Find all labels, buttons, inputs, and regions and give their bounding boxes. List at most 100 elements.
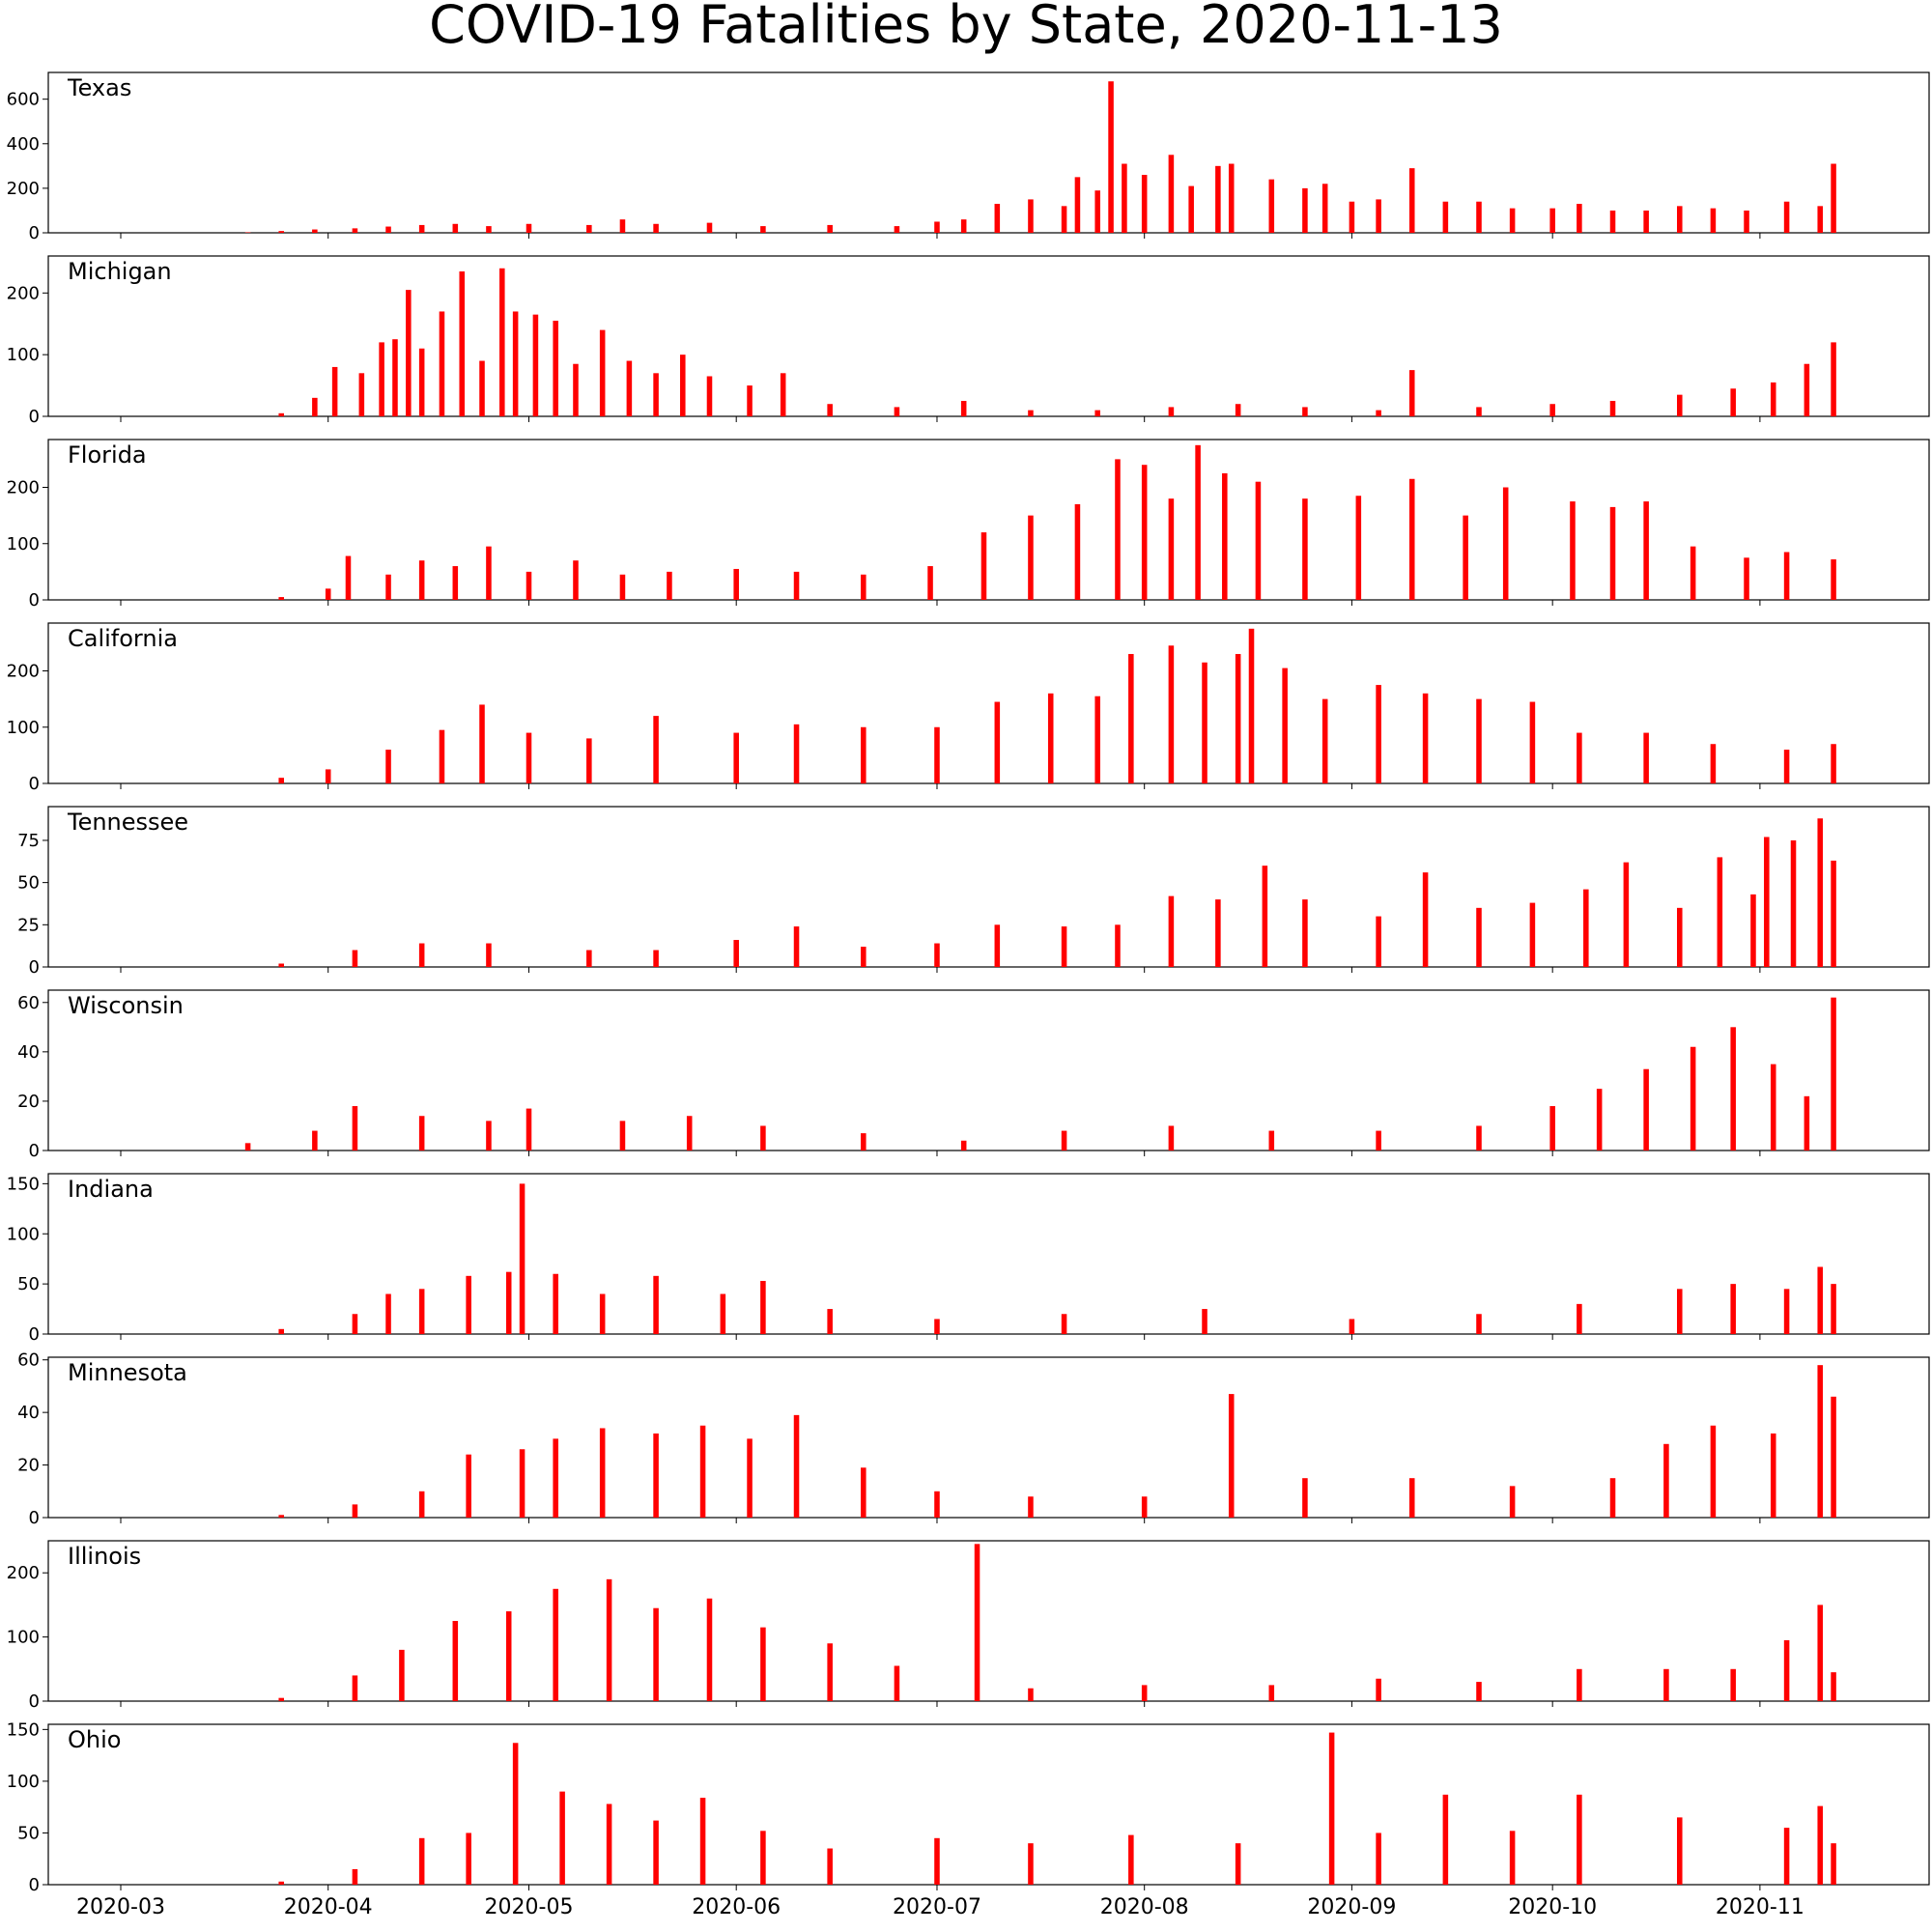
bar [392, 339, 398, 416]
bar [1302, 1478, 1308, 1518]
bar [1141, 175, 1148, 233]
bar [573, 363, 579, 416]
bar [1609, 506, 1616, 600]
bar [1817, 1805, 1823, 1885]
bar [1643, 1068, 1649, 1151]
bar [1476, 1314, 1482, 1334]
y-tick-label: 100 [7, 1224, 40, 1244]
bar [1817, 1365, 1823, 1518]
bar [861, 574, 867, 600]
y-tick-label: 200 [7, 283, 40, 303]
bar [1677, 394, 1683, 416]
bar [1355, 496, 1362, 600]
x-tick-label: 2020-06 [692, 1895, 781, 1919]
bar [699, 1798, 706, 1885]
bar [312, 397, 318, 416]
bar [1028, 1496, 1034, 1518]
bar [733, 732, 739, 783]
bar [1094, 190, 1100, 233]
bar [418, 348, 425, 416]
bar [960, 1140, 967, 1151]
bar [1476, 1125, 1482, 1151]
x-tick-label: 2020-03 [76, 1895, 165, 1919]
bar [934, 221, 940, 233]
panel-florida: 0 100 200 Florida [7, 439, 1930, 611]
panel-frame [47, 255, 1930, 417]
bar [934, 1837, 940, 1885]
x-tick-label: 2020-11 [1716, 1895, 1804, 1919]
bar [1690, 546, 1696, 600]
bar [452, 223, 459, 233]
bar [1302, 899, 1308, 967]
bar [1255, 481, 1262, 600]
bar [994, 924, 1001, 967]
bar [599, 1428, 606, 1518]
bar [827, 224, 833, 233]
bar [466, 1275, 471, 1334]
bar [352, 950, 358, 967]
bar [1831, 1396, 1836, 1518]
bar [1442, 201, 1449, 233]
y-tick-label: 100 [7, 534, 40, 554]
y-tick-label: 20 [17, 1092, 40, 1112]
y-tick-label: 100 [7, 1628, 40, 1648]
bar [1349, 201, 1355, 233]
bar [934, 726, 940, 783]
bar [1831, 744, 1836, 783]
bar [1408, 478, 1415, 600]
bar [1188, 185, 1194, 233]
bar [1168, 498, 1175, 600]
bar [760, 1831, 766, 1885]
bar [1577, 732, 1582, 783]
bar [1577, 1303, 1582, 1334]
bar [1268, 179, 1275, 233]
bar [861, 1133, 867, 1151]
bar [385, 1293, 391, 1334]
bar [439, 311, 445, 416]
bar [1804, 363, 1810, 416]
bar [1817, 206, 1823, 233]
bar [1222, 472, 1228, 600]
bar [1831, 1672, 1836, 1701]
bar [861, 1467, 867, 1518]
bar [586, 738, 592, 783]
bar [1710, 744, 1717, 783]
bar [519, 1183, 526, 1334]
bar [1717, 857, 1723, 967]
y-tick-label: 40 [17, 1403, 40, 1423]
bar [1476, 1682, 1482, 1701]
y-tick-label: 100 [7, 718, 40, 738]
bar [1202, 662, 1208, 783]
bar [667, 571, 672, 600]
bar [418, 224, 425, 233]
bar [1168, 407, 1175, 416]
bar [686, 1116, 693, 1151]
bar [1529, 701, 1536, 783]
bar [1408, 168, 1415, 233]
bar [1235, 404, 1241, 416]
bar [1502, 487, 1509, 600]
bar [1677, 1817, 1683, 1885]
bar [1376, 1833, 1381, 1885]
bar [1195, 444, 1201, 600]
bar [1677, 907, 1683, 967]
bar [1476, 407, 1482, 416]
bar [733, 940, 739, 967]
bar [827, 1309, 833, 1334]
bar [278, 412, 284, 416]
bar [1376, 1130, 1381, 1151]
bar [553, 1588, 558, 1701]
bar [1476, 698, 1482, 783]
y-tick-label: 0 [29, 1691, 40, 1712]
bar [278, 597, 284, 600]
bar [1376, 199, 1381, 233]
bar [653, 1433, 659, 1518]
state-label: Indiana [68, 1176, 154, 1203]
bar [1321, 698, 1328, 783]
bar [526, 571, 532, 600]
bar [1609, 1478, 1616, 1518]
bar [352, 1504, 358, 1518]
bar [793, 571, 800, 600]
bar [325, 769, 331, 783]
state-label: Texas [67, 74, 131, 101]
